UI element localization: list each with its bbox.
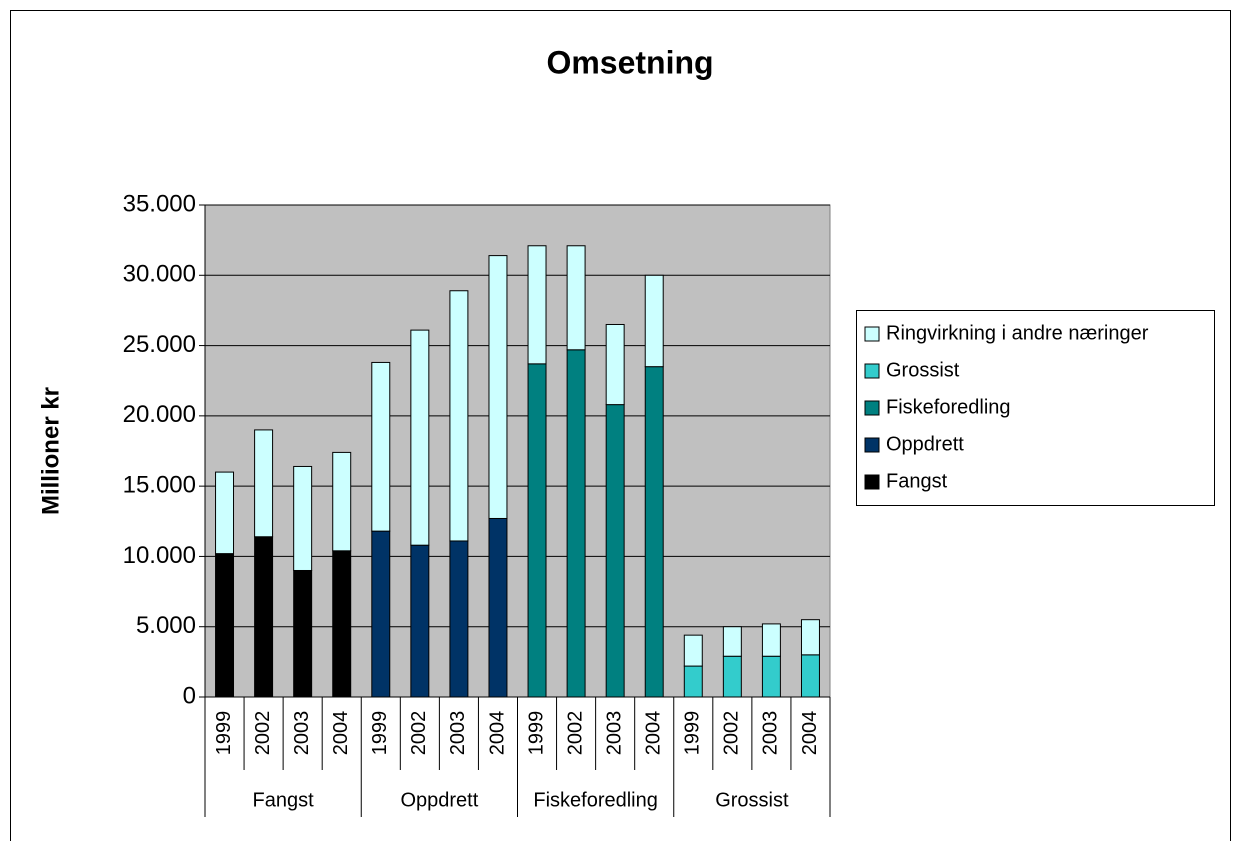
- bar-segment: [410, 329, 430, 546]
- bar-segment: [449, 290, 469, 542]
- x-tick-label: 2002: [564, 711, 586, 756]
- bar-segment: [761, 655, 781, 698]
- x-tick-label: 2004: [799, 711, 821, 756]
- bar-segment: [527, 363, 547, 698]
- bar-segment: [605, 323, 625, 406]
- y-tick-label: 35.000: [123, 190, 196, 217]
- x-tick-label: 2003: [447, 711, 469, 756]
- group-label: Grossist: [715, 789, 789, 811]
- x-tick-label: 2004: [330, 711, 352, 756]
- group-label: Fangst: [253, 789, 315, 811]
- bar-segment: [722, 655, 742, 698]
- x-tick-label: 1999: [682, 711, 704, 756]
- y-axis-title: Millioner kr: [37, 387, 64, 515]
- bar-segment: [761, 623, 781, 657]
- legend-swatch: [864, 326, 880, 342]
- group-label: Oppdrett: [400, 789, 478, 811]
- legend-label: Fiskeforedling: [886, 396, 1011, 418]
- y-tick-label: 15.000: [123, 471, 196, 498]
- bar-segment: [410, 544, 430, 698]
- bar-segment: [332, 550, 352, 698]
- bar-segment: [722, 626, 742, 657]
- legend-swatch: [864, 474, 880, 490]
- bar-segment: [371, 530, 391, 698]
- x-tick-label: 2002: [252, 711, 274, 756]
- bar-segment: [293, 569, 313, 698]
- bar-segment: [293, 465, 313, 571]
- legend-label: Grossist: [886, 359, 960, 381]
- legend-swatch: [864, 363, 880, 379]
- bar-segment: [332, 451, 352, 552]
- bar-segment: [605, 404, 625, 698]
- legend-label: Oppdrett: [886, 433, 964, 455]
- x-tick-label: 1999: [525, 711, 547, 756]
- y-tick-label: 5.000: [136, 612, 196, 639]
- y-tick-label: 0: [183, 682, 196, 709]
- x-tick-label: 2003: [760, 711, 782, 756]
- bar-segment: [644, 274, 664, 368]
- bar-segment: [371, 361, 391, 532]
- x-tick-label: 2004: [486, 711, 508, 756]
- x-tick-label: 2003: [291, 711, 313, 756]
- bar-segment: [488, 255, 508, 519]
- group-label: Fiskeforedling: [533, 789, 658, 811]
- legend-swatch: [864, 400, 880, 416]
- legend-label: Ringvirkning i andre næringer: [886, 322, 1149, 344]
- y-tick-label: 30.000: [123, 261, 196, 288]
- x-tick-label: 1999: [369, 711, 391, 756]
- legend-swatch: [864, 437, 880, 453]
- y-tick-label: 20.000: [123, 401, 196, 428]
- x-tick-label: 1999: [213, 711, 235, 756]
- legend-label: Fangst: [886, 470, 948, 492]
- bar-segment: [488, 517, 508, 698]
- bar-segment: [254, 429, 274, 538]
- legend: [856, 310, 1215, 506]
- x-tick-label: 2004: [643, 711, 665, 756]
- bar-segment: [566, 245, 586, 351]
- bar-segment: [215, 553, 235, 698]
- bar-segment: [644, 366, 664, 698]
- bar-segment: [683, 665, 703, 698]
- bar-segment: [215, 471, 235, 555]
- bar-segment: [254, 536, 274, 698]
- bar-segment: [683, 634, 703, 667]
- x-tick-label: 2003: [603, 711, 625, 756]
- bar-segment: [566, 349, 586, 698]
- bar-segment: [449, 540, 469, 698]
- bar-segment: [527, 245, 547, 365]
- y-tick-label: 10.000: [123, 542, 196, 569]
- bar-segment: [800, 654, 820, 698]
- chart-title: Omsetning: [546, 44, 713, 80]
- bar-segment: [800, 619, 820, 656]
- y-tick-label: 25.000: [123, 331, 196, 358]
- x-tick-label: 2002: [721, 711, 743, 756]
- x-tick-label: 2002: [408, 711, 430, 756]
